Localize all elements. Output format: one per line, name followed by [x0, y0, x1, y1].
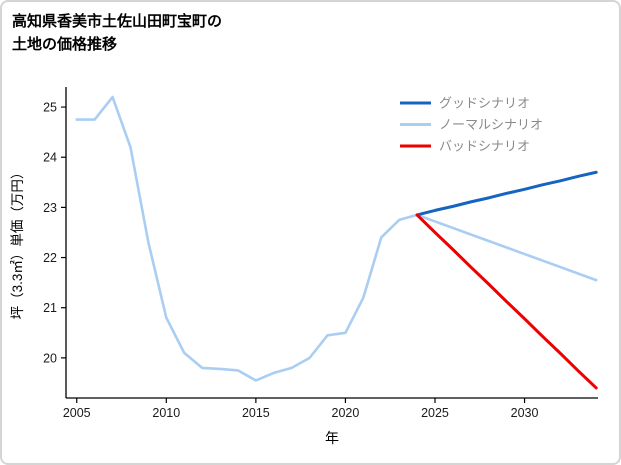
- series-line-ノーマルシナリオ: [75, 95, 598, 382]
- legend-label: グッドシナリオ: [439, 96, 530, 111]
- y-tick-label: 24: [43, 151, 57, 165]
- y-axis-label: 坪（3.3㎡）単価（万円）: [10, 166, 25, 320]
- series-line-バッドシナリオ: [415, 213, 598, 390]
- x-tick-label: 2030: [511, 406, 539, 420]
- y-tick-label: 21: [43, 301, 57, 315]
- x-tick-label: 2015: [242, 406, 270, 420]
- legend-label: バッドシナリオ: [439, 139, 530, 154]
- y-tick-label: 20: [43, 351, 57, 365]
- x-tick-label: 2005: [63, 406, 91, 420]
- chart-title: 高知県香美市土佐山田町宝町の 土地の価格推移: [12, 10, 222, 57]
- x-tick-label: 2020: [332, 406, 360, 420]
- x-axis-label: 年: [325, 430, 339, 446]
- y-tick-label: 25: [43, 101, 57, 115]
- y-tick-label: 23: [43, 201, 57, 215]
- series-line-グッドシナリオ: [415, 170, 598, 217]
- x-tick-label: 2025: [421, 406, 449, 420]
- legend-label: ノーマルシナリオ: [439, 117, 543, 132]
- x-tick-label: 2010: [152, 406, 180, 420]
- y-tick-label: 22: [43, 251, 57, 265]
- chart-title-line1: 高知県香美市土佐山田町宝町の: [12, 13, 223, 30]
- chart-title-line2: 土地の価格推移: [12, 36, 118, 54]
